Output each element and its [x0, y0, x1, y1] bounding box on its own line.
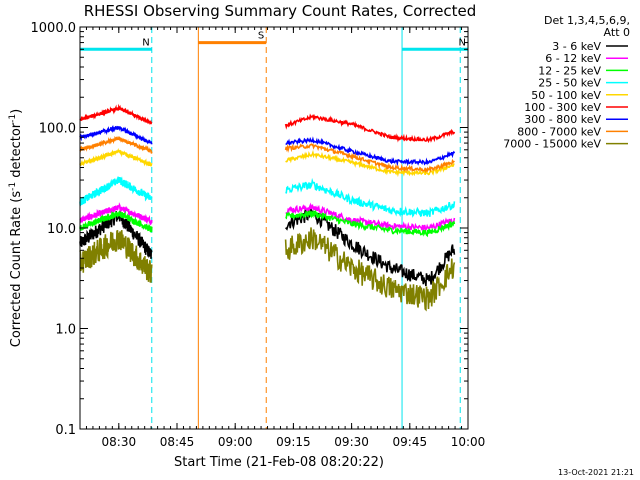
series-4-segment-0: [79, 148, 153, 168]
series-5-segment-1: [284, 113, 456, 144]
y-tick-label-0: 0.1: [55, 423, 76, 438]
series-3-segment-0: [79, 176, 153, 207]
y-tick-label-3: 100.0: [39, 122, 76, 137]
legend-label-2: 12 - 25 keV: [538, 64, 601, 77]
flag-label-0: N: [142, 37, 149, 48]
chart-title: RHESSI Observing Summary Count Rates, Co…: [84, 2, 477, 20]
x-tick-label-2: 09:00: [218, 435, 253, 449]
series-6-segment-0: [79, 124, 153, 145]
legend-label-6: 300 - 800 keV: [524, 113, 601, 126]
legend-label-3: 25 - 50 keV: [538, 77, 601, 90]
series-layer: [79, 103, 456, 312]
y-axis-label: Corrected Count Rate (s-1 detector-1): [8, 109, 24, 347]
x-tick-label-6: 10:00: [451, 435, 486, 449]
flag-bars: N NS: [80, 31, 468, 51]
series-5-segment-0: [79, 103, 153, 125]
x-tick-label-0: 08:30: [102, 435, 137, 449]
y-axis: 0.1 1.0 10.0 100.0 1000.0: [31, 21, 468, 438]
y-tick-label-4: 1000.0: [31, 21, 77, 36]
series-2-segment-1: [285, 209, 456, 238]
series-7-segment-0: [79, 135, 153, 154]
footer-timestamp: 13-Oct-2021 21:21: [558, 468, 634, 477]
y-axis-label-end: ): [9, 109, 24, 114]
y-axis-label-mid: detector: [9, 122, 24, 182]
legend-label-0: 3 - 6 keV: [552, 40, 601, 53]
legend-label-1: 6 - 12 keV: [545, 52, 601, 65]
y-tick-label-1: 1.0: [55, 323, 76, 338]
flag-label-1: N: [459, 37, 466, 48]
legend-label-4: 50 - 100 keV: [531, 89, 601, 102]
series-8-segment-1: [284, 227, 456, 312]
legend-label-5: 100 - 300 keV: [524, 101, 601, 114]
legend-label-7: 800 - 7000 keV: [517, 125, 601, 138]
y-axis-label-sup2: -1: [8, 114, 18, 123]
legend-title-line2: Att 0: [604, 26, 630, 39]
series-6-segment-1: [285, 136, 456, 167]
x-axis: 08:30 08:45 09:00 09:15 09:30 09:45 10:00: [79, 27, 486, 449]
y-axis-label-sup1: -1: [8, 182, 18, 191]
legend-title-line1: Det 1,3,4,5,6,9,: [544, 14, 630, 27]
x-tick-label-3: 09:15: [276, 435, 311, 449]
y-tick-label-2: 10.0: [47, 222, 76, 237]
legend-label-8: 7000 - 15000 keV: [503, 138, 601, 151]
series-7-segment-1: [284, 143, 455, 174]
x-tick-label-4: 09:30: [334, 435, 369, 449]
y-axis-label-main: Corrected Count Rate (s: [9, 191, 24, 348]
series-1-segment-1: [285, 202, 456, 232]
x-axis-label: Start Time (21-Feb-08 08:20:22): [174, 455, 384, 470]
series-3-segment-1: [285, 177, 456, 218]
series-1-segment-0: [79, 202, 153, 226]
series-2-segment-0: [79, 210, 153, 233]
x-tick-label-5: 09:45: [393, 435, 428, 449]
x-tick-label-1: 08:45: [160, 435, 195, 449]
series-8-segment-0: [79, 229, 153, 283]
flag-label-2: S: [258, 31, 264, 42]
series-4-segment-1: [285, 149, 455, 178]
